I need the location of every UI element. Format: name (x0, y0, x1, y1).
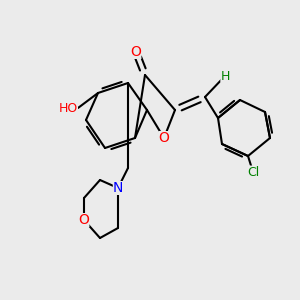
Text: N: N (113, 181, 123, 195)
Text: Cl: Cl (247, 166, 259, 178)
Text: O: O (130, 45, 141, 59)
Text: H: H (220, 70, 230, 83)
Text: O: O (79, 213, 89, 227)
Text: O: O (159, 131, 170, 145)
Text: HO: HO (59, 101, 78, 115)
